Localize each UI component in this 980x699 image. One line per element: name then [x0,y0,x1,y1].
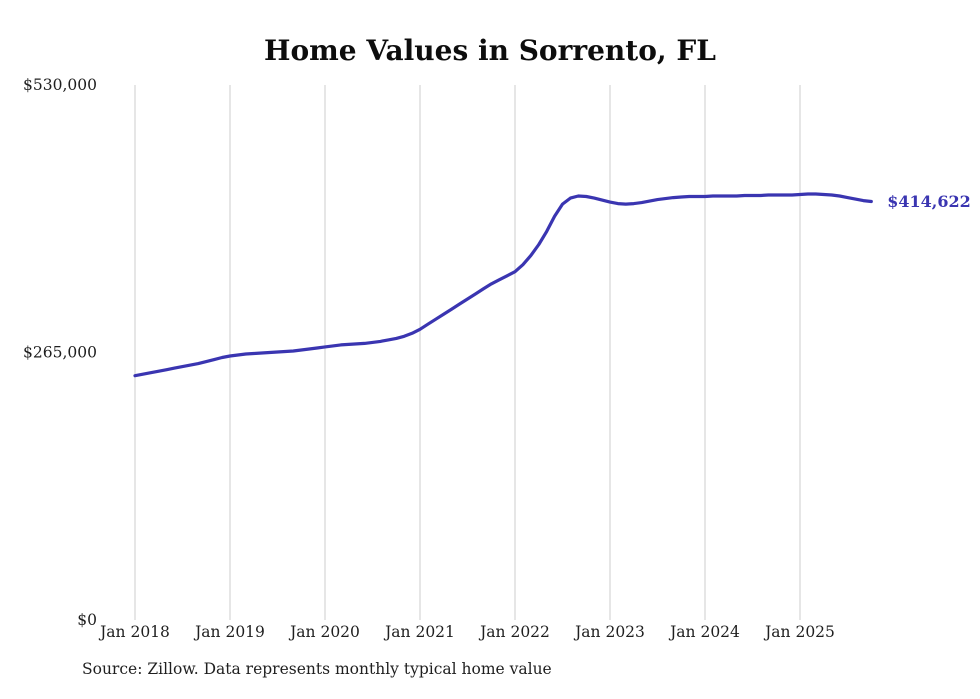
y-tick-label: $0 [77,611,97,629]
x-tick-label: Jan 2025 [763,623,835,641]
x-tick-label: Jan 2024 [668,623,740,641]
home-value-line [133,192,873,378]
chart-title: Home Values in Sorrento, FL [264,34,716,67]
latest-value-label: $414,622 [887,192,971,211]
x-tick-label: Jan 2021 [383,623,455,641]
y-tick-label: $530,000 [23,76,97,94]
x-tick-label: Jan 2023 [573,623,645,641]
x-tick-label: Jan 2020 [288,623,360,641]
x-tick-label: Jan 2018 [98,623,170,641]
y-tick-label: $265,000 [23,344,97,362]
x-tick-label: Jan 2022 [478,623,550,641]
x-tick-label: Jan 2019 [193,623,265,641]
source-note: Source: Zillow. Data represents monthly … [82,660,552,678]
